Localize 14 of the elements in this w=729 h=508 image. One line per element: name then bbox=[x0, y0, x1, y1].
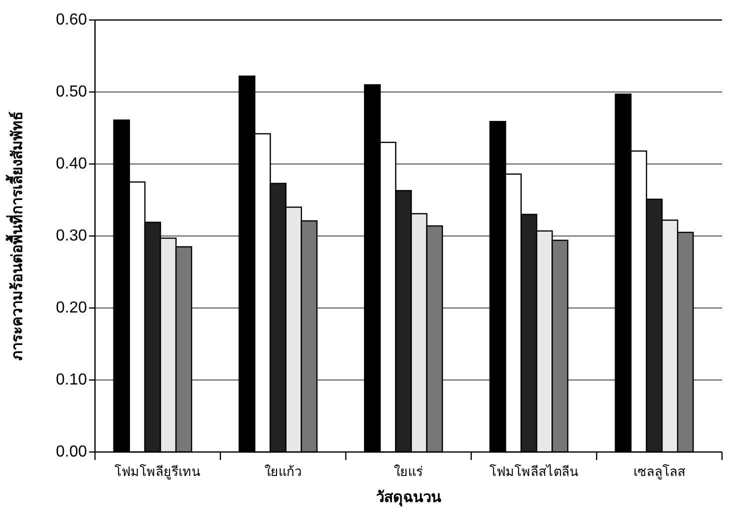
y-tick-label: 0.10 bbox=[56, 372, 88, 388]
y-tick-label: 0.30 bbox=[56, 228, 88, 244]
x-tick-label: ใยแก้ว bbox=[264, 464, 302, 479]
x-tick-label: ใยแร่ bbox=[394, 464, 423, 479]
y-tick-label: 0.40 bbox=[56, 156, 88, 172]
x-tick-label: โฟมโพลียูรีเทน bbox=[114, 464, 201, 480]
x-tick-label: โฟมโพลีสไตลีน bbox=[489, 464, 578, 479]
x-axis-title: วัสดุฉนวน bbox=[376, 489, 442, 507]
y-tick-label: 0.20 bbox=[56, 300, 88, 316]
y-axis-title: ภาระความร้อนต่อพื้นที่การเลี้ยงสัมพัทธ์ bbox=[5, 112, 26, 360]
y-tick-label: 0.60 bbox=[56, 12, 88, 28]
y-tick-label: 0.50 bbox=[56, 84, 88, 100]
y-tick-label: 0.00 bbox=[56, 444, 88, 460]
x-tick-label: เซลลูโลส bbox=[633, 464, 686, 480]
